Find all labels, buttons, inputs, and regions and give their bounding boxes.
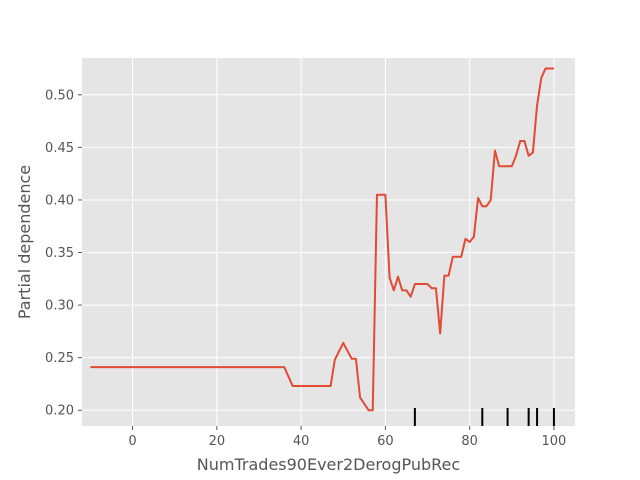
rug-layer [413,408,555,426]
y-tick-label: 0.35 [45,246,74,261]
x-tick-label: 80 [461,434,478,449]
y-tick-label: 0.25 [45,351,74,366]
x-tick-label: 0 [128,434,136,449]
x-axis-label: NumTrades90Ever2DerogPubRec [197,455,460,474]
y-tick-label: 0.40 [45,193,74,208]
x-tick-label: 40 [293,434,310,449]
axis-ticks: 0 20 40 60 80 100 0.20 0.25 0.30 0.35 0.40 0.45 0.50 [45,88,566,449]
x-tick-label: 100 [542,434,567,449]
plot-area [82,58,575,426]
x-tick-label: 20 [209,434,226,449]
y-tick-label: 0.50 [45,88,74,103]
series-line [90,67,554,412]
y-tick-label: 0.45 [45,141,74,156]
y-axis-label: Partial dependence [15,165,34,319]
x-tick-label: 60 [377,434,394,449]
series-layer [90,67,554,412]
y-tick-label: 0.20 [45,404,74,419]
y-tick-label: 0.30 [45,299,74,314]
